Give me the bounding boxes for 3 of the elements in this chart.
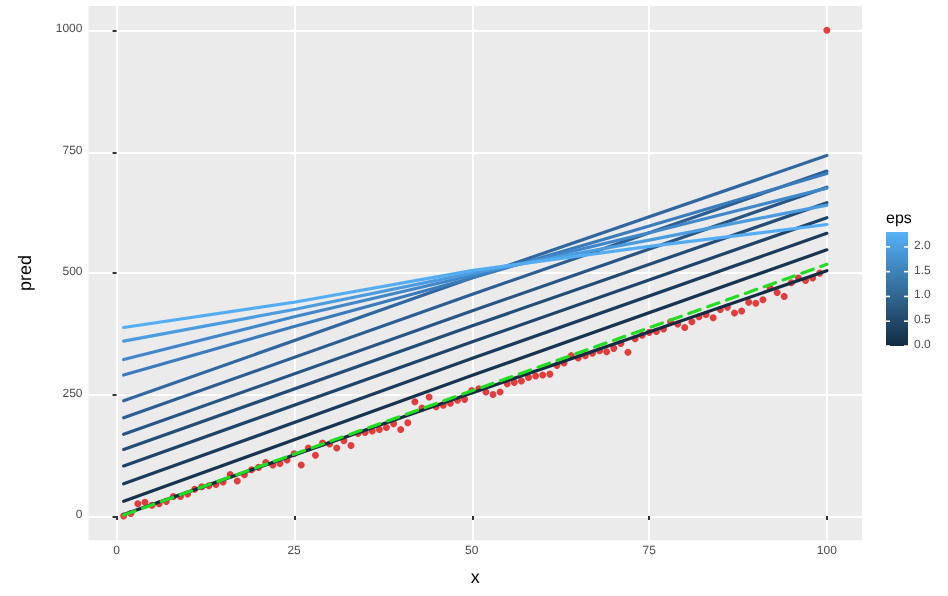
y-axis-title: pred xyxy=(15,255,35,292)
x-axis-title: x xyxy=(470,567,481,587)
color-bar-title: eps xyxy=(886,209,912,227)
